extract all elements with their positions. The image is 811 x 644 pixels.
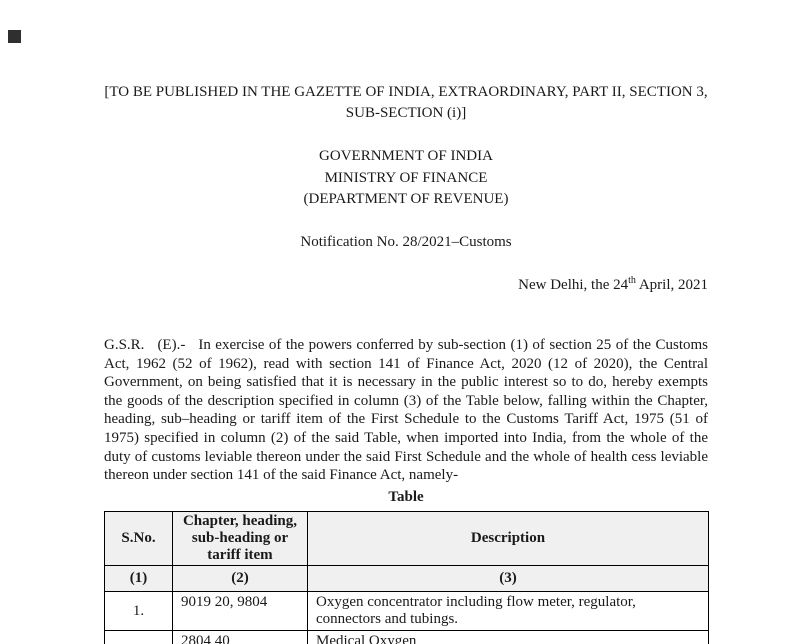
header-description: Description xyxy=(307,511,709,566)
table-row: 2. 2804 40 Medical Oxygen xyxy=(104,630,709,644)
row2-sno: 2. xyxy=(104,630,173,644)
customs-exemption-table: S.No. Chapter, heading, sub-heading or t… xyxy=(104,511,709,644)
header-tariff: Chapter, heading, sub-heading or tariff … xyxy=(172,511,308,566)
cursor-artifact-square xyxy=(8,30,21,43)
date-ordinal-superscript: th xyxy=(628,275,636,286)
department-line: (DEPARTMENT OF REVENUE) xyxy=(303,191,509,207)
row2-tariff: 2804 40 xyxy=(172,630,308,644)
date-text-before: New Delhi, the 24 xyxy=(518,277,629,293)
column-number-row: (1) (2) (3) xyxy=(104,565,709,592)
place-date-line: New Delhi, the 24th April, 2021 xyxy=(104,275,708,294)
row2-description: Medical Oxygen xyxy=(307,630,709,644)
row1-description: Oxygen concentrator including flow meter… xyxy=(307,591,709,631)
row1-tariff: 9019 20, 9804 xyxy=(172,591,308,631)
header-sno: S.No. xyxy=(104,511,173,566)
issuing-authority-block: GOVERNMENT OF INDIA MINISTRY OF FINANCE … xyxy=(104,146,708,211)
ministry-line: MINISTRY OF FINANCE xyxy=(324,169,488,186)
government-line: GOVERNMENT OF INDIA xyxy=(319,148,493,164)
table-row: 1. 9019 20, 9804 Oxygen concentrator inc… xyxy=(104,591,709,631)
gsr-label: G.S.R. xyxy=(104,337,145,353)
gsr-exemption-paragraph: G.S.R. (E).- In exercise of the powers con… xyxy=(104,336,708,485)
notification-number: Notification No. 28/2021–Customs xyxy=(300,234,512,250)
gsr-e-mark: (E).- xyxy=(157,337,186,353)
table-header-row: S.No. Chapter, heading, sub-heading or t… xyxy=(104,511,709,566)
column-number-1: (1) xyxy=(104,565,173,592)
gazette-publication-header: [TO BE PUBLISHED IN THE GAZETTE OF INDIA… xyxy=(104,84,708,121)
column-number-3: (3) xyxy=(307,565,709,592)
table-caption: Table xyxy=(388,489,424,505)
date-text-after: April, 2021 xyxy=(635,277,708,293)
column-number-2: (2) xyxy=(172,565,308,592)
row1-sno: 1. xyxy=(104,591,173,631)
gsr-body-text: In exercise of the powers conferred by s… xyxy=(104,337,708,484)
